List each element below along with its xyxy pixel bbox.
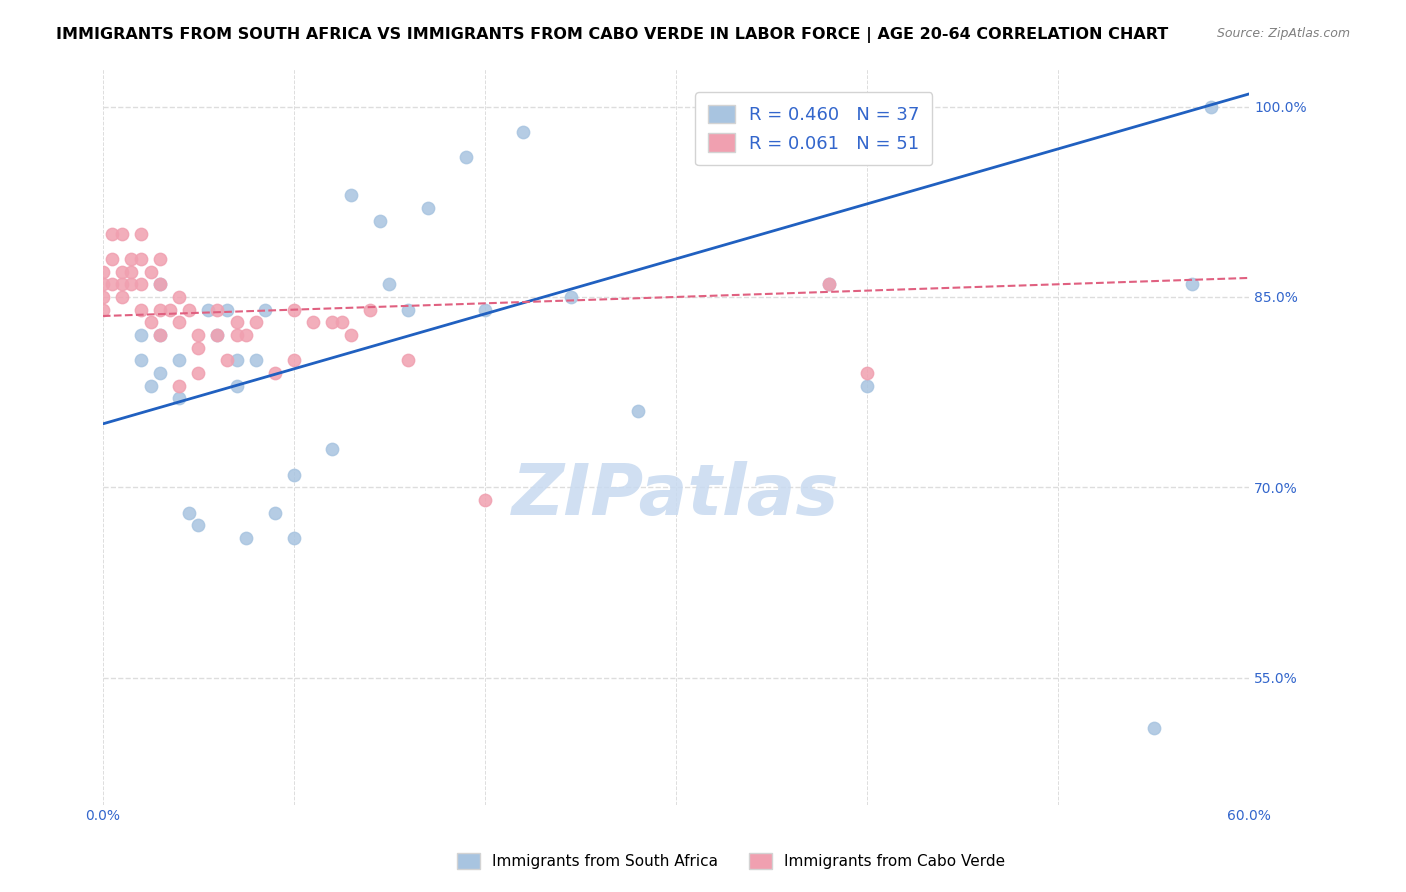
Point bbox=[245, 353, 267, 368]
Point bbox=[512, 125, 534, 139]
Point bbox=[149, 328, 172, 343]
Point bbox=[167, 315, 190, 329]
Point bbox=[187, 366, 209, 380]
Point bbox=[398, 353, 420, 368]
Point bbox=[101, 227, 124, 241]
Point bbox=[167, 290, 190, 304]
Point bbox=[207, 302, 229, 317]
Point bbox=[187, 328, 209, 343]
Point bbox=[283, 467, 305, 482]
Point bbox=[225, 379, 247, 393]
Text: ZIPatlas: ZIPatlas bbox=[512, 461, 839, 530]
Point bbox=[111, 264, 134, 278]
Point bbox=[454, 150, 477, 164]
Point bbox=[627, 404, 650, 418]
Point bbox=[101, 277, 124, 292]
Point bbox=[149, 328, 172, 343]
Point bbox=[225, 353, 247, 368]
Point bbox=[330, 315, 353, 329]
Point bbox=[149, 366, 172, 380]
Point bbox=[120, 264, 142, 278]
Point bbox=[120, 252, 142, 266]
Point bbox=[129, 302, 152, 317]
Point bbox=[560, 290, 582, 304]
Point bbox=[340, 328, 363, 343]
Point bbox=[129, 353, 152, 368]
Point bbox=[235, 328, 257, 343]
Point bbox=[302, 315, 325, 329]
Point bbox=[129, 328, 152, 343]
Point bbox=[149, 277, 172, 292]
Point bbox=[283, 531, 305, 545]
Point bbox=[263, 366, 285, 380]
Point bbox=[215, 302, 238, 317]
Point bbox=[149, 277, 172, 292]
Point bbox=[197, 302, 219, 317]
Point bbox=[225, 328, 247, 343]
Point bbox=[139, 379, 162, 393]
Point bbox=[215, 353, 238, 368]
Point bbox=[321, 315, 343, 329]
Point bbox=[149, 252, 172, 266]
Point bbox=[139, 264, 162, 278]
Point bbox=[91, 277, 114, 292]
Point bbox=[474, 302, 496, 317]
Point bbox=[817, 277, 839, 292]
Point bbox=[368, 214, 391, 228]
Point bbox=[856, 379, 879, 393]
Point bbox=[129, 277, 152, 292]
Point bbox=[1199, 100, 1222, 114]
Point bbox=[1143, 722, 1166, 736]
Point bbox=[111, 290, 134, 304]
Point bbox=[1181, 277, 1204, 292]
Legend: Immigrants from South Africa, Immigrants from Cabo Verde: Immigrants from South Africa, Immigrants… bbox=[451, 847, 1011, 875]
Point bbox=[120, 277, 142, 292]
Text: IMMIGRANTS FROM SOUTH AFRICA VS IMMIGRANTS FROM CABO VERDE IN LABOR FORCE | AGE : IMMIGRANTS FROM SOUTH AFRICA VS IMMIGRAN… bbox=[56, 27, 1168, 43]
Point bbox=[187, 341, 209, 355]
Point bbox=[378, 277, 401, 292]
Point bbox=[91, 302, 114, 317]
Point bbox=[167, 392, 190, 406]
Point bbox=[283, 353, 305, 368]
Point bbox=[129, 227, 152, 241]
Point bbox=[283, 302, 305, 317]
Point bbox=[340, 188, 363, 202]
Text: Source: ZipAtlas.com: Source: ZipAtlas.com bbox=[1216, 27, 1350, 40]
Point bbox=[187, 518, 209, 533]
Point bbox=[149, 302, 172, 317]
Point bbox=[207, 328, 229, 343]
Point bbox=[177, 506, 200, 520]
Point bbox=[111, 227, 134, 241]
Point bbox=[111, 277, 134, 292]
Point bbox=[474, 493, 496, 508]
Legend: R = 0.460   N = 37, R = 0.061   N = 51: R = 0.460 N = 37, R = 0.061 N = 51 bbox=[695, 92, 932, 165]
Point bbox=[167, 353, 190, 368]
Point bbox=[817, 277, 839, 292]
Point bbox=[177, 302, 200, 317]
Point bbox=[254, 302, 277, 317]
Point bbox=[91, 290, 114, 304]
Point bbox=[398, 302, 420, 317]
Point bbox=[416, 201, 439, 215]
Point bbox=[139, 315, 162, 329]
Point bbox=[129, 252, 152, 266]
Point bbox=[359, 302, 381, 317]
Point bbox=[91, 264, 114, 278]
Point bbox=[321, 442, 343, 457]
Point bbox=[245, 315, 267, 329]
Point bbox=[235, 531, 257, 545]
Point bbox=[225, 315, 247, 329]
Point bbox=[167, 379, 190, 393]
Point bbox=[263, 506, 285, 520]
Point bbox=[159, 302, 181, 317]
Point bbox=[207, 328, 229, 343]
Point bbox=[101, 252, 124, 266]
Point bbox=[856, 366, 879, 380]
